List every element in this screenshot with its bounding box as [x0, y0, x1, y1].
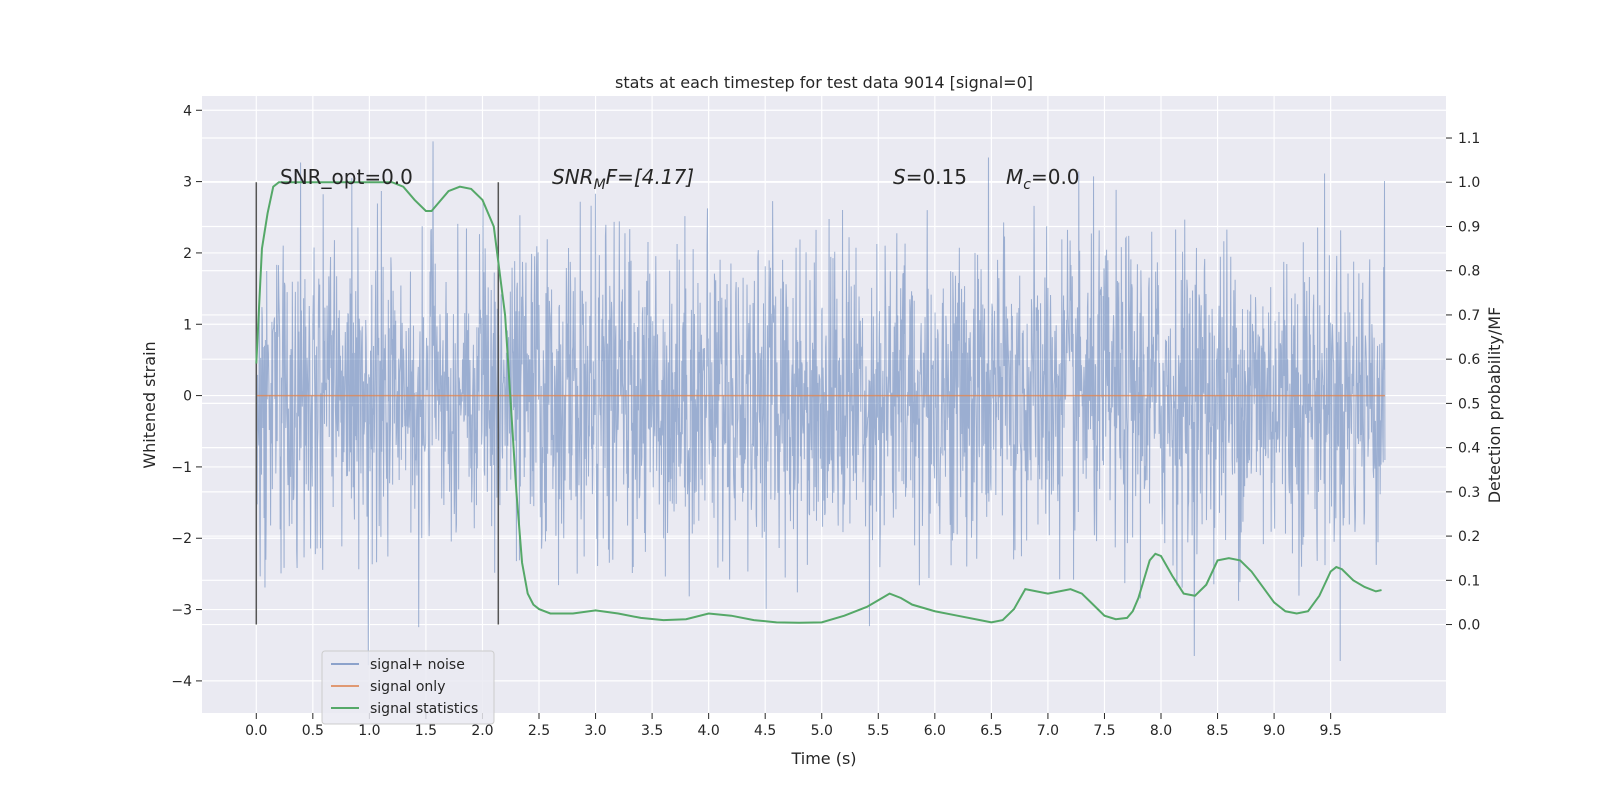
y2-ticks: 1.1 1.0 0.9 0.8 0.7 0.6 0.5 0.4 0.3 0.2 0.1 0.0 [1446, 131, 1480, 634]
x-tick-label: 4.0 [698, 723, 720, 739]
y2-tick-label: 0.2 [1458, 529, 1480, 545]
x-tick-label: 8.5 [1206, 723, 1228, 739]
y2-tick-label: 0.4 [1458, 441, 1480, 457]
x-tick-label: 5.0 [811, 723, 833, 739]
chart-title: stats at each timestep for test data 901… [615, 73, 1033, 92]
x-ticks: 0.0 0.5 1.0 1.5 2.0 2.5 3.0 3.5 4.0 4.5 5.0 5.5 6.0 6… [245, 713, 1342, 739]
series-signal-statistics-line [255, 181, 1382, 624]
x-tick-label: 8.0 [1150, 723, 1172, 739]
x-tick-label: 7.0 [1037, 723, 1059, 739]
y2-tick-label: 0.8 [1458, 264, 1480, 280]
y-tick-label: −1 [171, 460, 192, 476]
y2-tick-label: 0.1 [1458, 573, 1480, 589]
x-tick-label: 9.0 [1263, 723, 1285, 739]
x-tick-label: 1.5 [415, 723, 437, 739]
legend-label-signal-plus-noise: signal+ noise [370, 657, 465, 673]
y2-tick-label: 0.9 [1458, 219, 1480, 235]
x-tick-label: 6.5 [980, 723, 1002, 739]
y2-tick-label: 0.0 [1458, 618, 1480, 634]
y-tick-label: −3 [171, 603, 192, 619]
x-tick-label: 5.5 [867, 723, 889, 739]
x-tick-label: 1.0 [358, 723, 380, 739]
x-tick-label: 9.5 [1320, 723, 1342, 739]
annotation-s: S=0.15 [893, 165, 967, 189]
x-tick-label: 3.0 [584, 723, 606, 739]
y-tick-label: 4 [183, 103, 192, 119]
legend-label-signal-statistics: signal statistics [370, 701, 478, 717]
legend-label-signal-only: signal only [370, 679, 445, 695]
y-tick-label: 1 [183, 317, 192, 333]
y-ticks: 4 3 2 1 0 −1 −2 −3 −4 [171, 103, 202, 690]
annotation-snr-mf: SNRMF=[4.17] [552, 165, 694, 193]
y-tick-label: 2 [183, 246, 192, 262]
y2-tick-label: 1.1 [1458, 131, 1480, 147]
y2-tick-label: 0.6 [1458, 352, 1480, 368]
y-tick-label: −2 [171, 531, 192, 547]
x-axis-label: Time (s) [790, 749, 856, 768]
y2-tick-label: 0.5 [1458, 396, 1480, 412]
legend-box [321, 650, 495, 725]
y2-axis-label: Detection probability/MF [1485, 307, 1504, 504]
y-axis-label: Whitened strain [140, 341, 159, 468]
y2-tick-label: 0.3 [1458, 485, 1480, 501]
x-tick-label: 0.0 [245, 723, 267, 739]
y2-tick-label: 0.7 [1458, 308, 1480, 324]
signal-plus-noise-trace [255, 141, 1386, 666]
y-tick-label: 0 [183, 389, 192, 405]
series-signal-plus-noise [255, 141, 1386, 666]
x-tick-label: 7.5 [1093, 723, 1115, 739]
annotation-snr-opt: SNR_opt=0.0 [280, 165, 413, 189]
y2-tick-label: 1.0 [1458, 175, 1480, 191]
x-tick-label: 6.0 [924, 723, 946, 739]
x-tick-label: 2.0 [471, 723, 493, 739]
x-tick-label: 2.5 [528, 723, 550, 739]
y-tick-label: −4 [171, 674, 192, 690]
x-tick-label: 0.5 [302, 723, 324, 739]
x-tick-label: 4.5 [754, 723, 776, 739]
legend: signal+ noise signal only signal statist… [321, 650, 495, 725]
y-tick-label: 3 [183, 175, 192, 191]
x-tick-label: 3.5 [641, 723, 663, 739]
annotation-mc: Mc=0.0 [1006, 165, 1080, 193]
